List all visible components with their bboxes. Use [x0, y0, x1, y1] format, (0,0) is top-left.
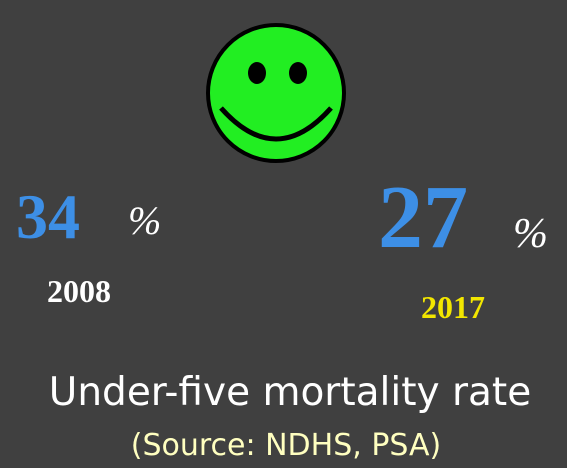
stat-unit: % — [513, 211, 548, 257]
stat-year: 2017 — [421, 289, 485, 325]
left-eye — [248, 62, 266, 84]
stat-value: 27 — [378, 168, 468, 267]
source: (Source: NDHS, PSA) — [131, 428, 442, 463]
smile — [219, 106, 333, 142]
caption: Under-five mortality rate — [49, 370, 531, 415]
smiley-face — [206, 23, 346, 163]
stat-value: 34 — [16, 181, 80, 252]
right-eye — [289, 62, 307, 84]
stat-year: 2008 — [47, 273, 111, 309]
stat-unit: % — [128, 198, 161, 243]
